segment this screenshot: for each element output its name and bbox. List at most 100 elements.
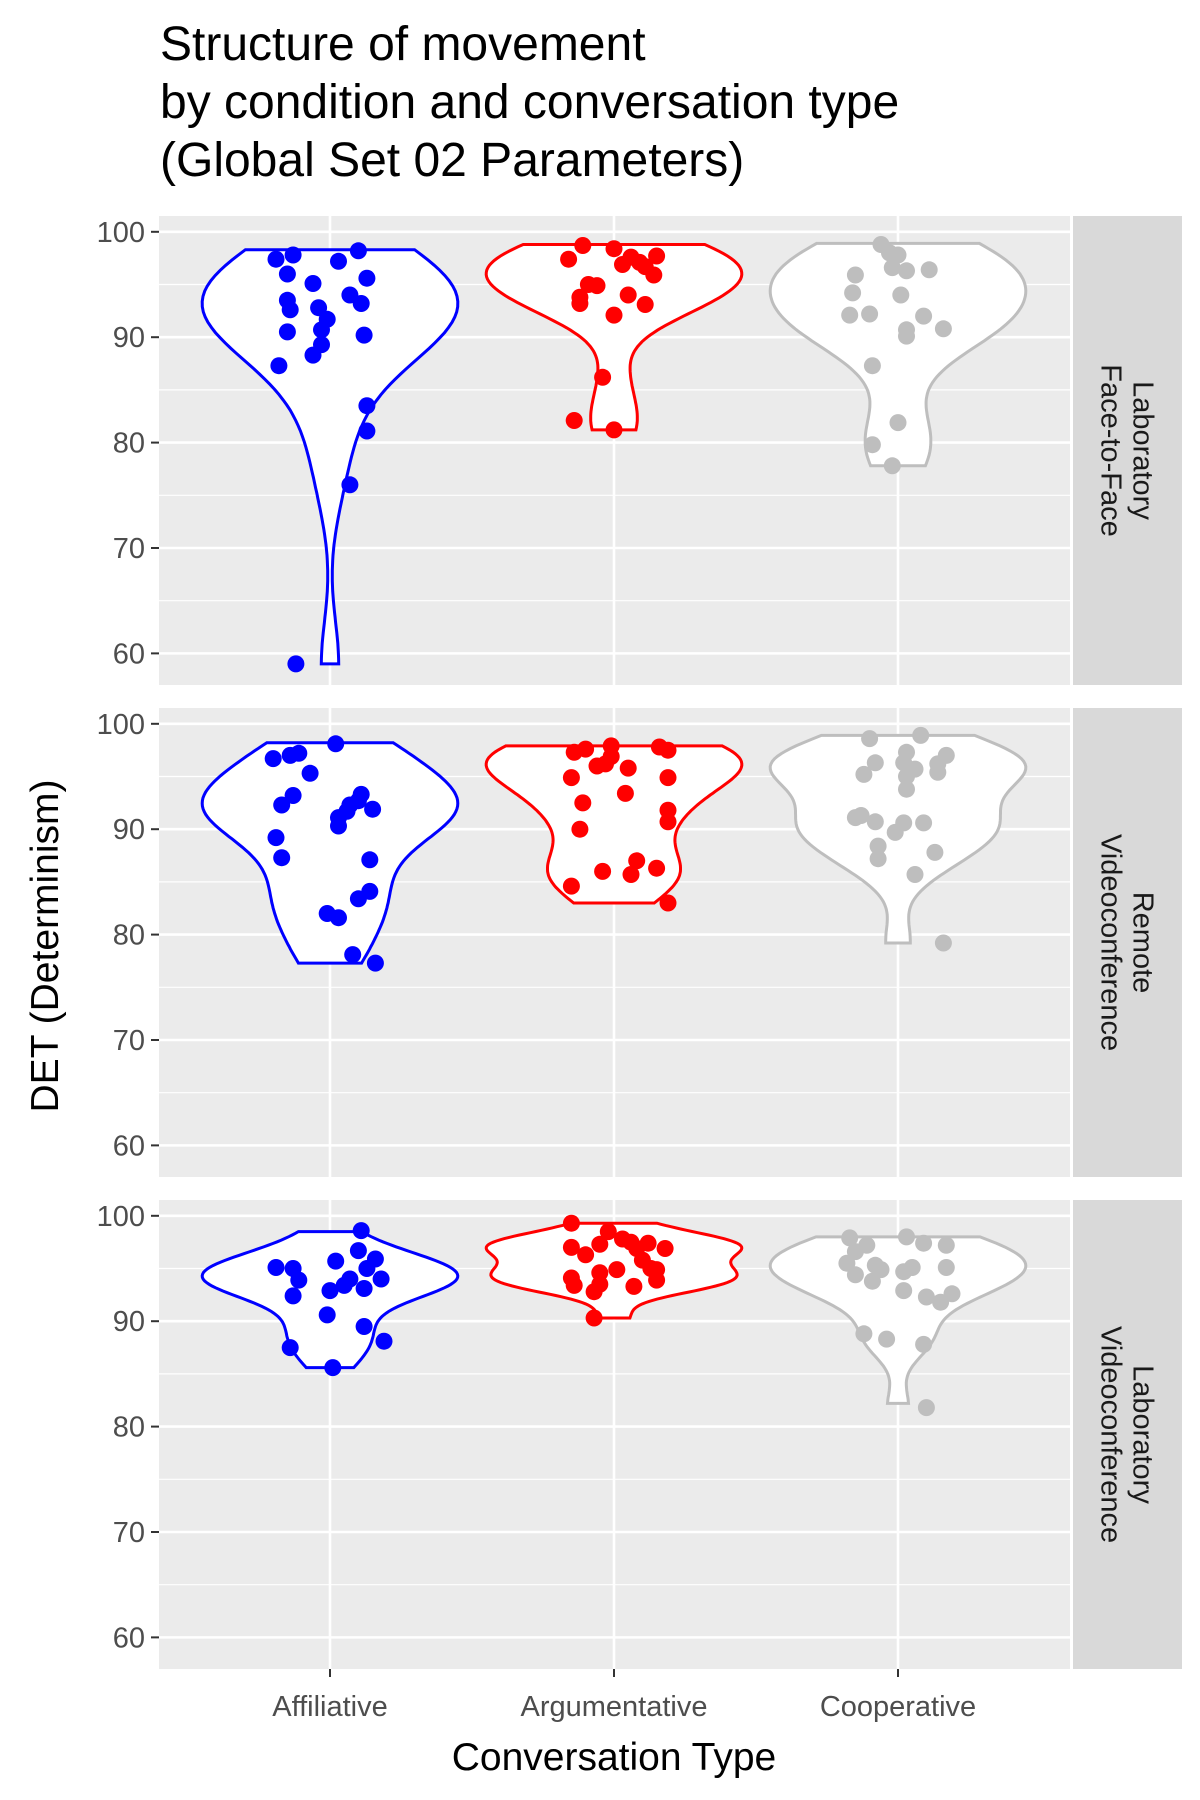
data-point [619,286,637,304]
data-point [934,320,952,338]
data-point [861,730,879,748]
data-point [659,894,677,912]
data-point [372,1270,390,1288]
data-point [878,1330,896,1348]
data-point [562,1238,580,1256]
data-point [645,266,663,284]
x-tick-label-argumentative: Argumentative [521,1691,708,1723]
data-point [866,813,884,831]
data-point [375,1332,393,1350]
data-point [625,1277,643,1295]
data-point [327,1252,345,1270]
data-point [310,299,328,317]
data-point [656,1240,674,1257]
violin-affiliative [200,1230,460,1370]
data-point [915,814,933,832]
data-point [330,817,347,835]
data-point [898,1228,915,1246]
y-tick-label: 80 [113,920,145,952]
y-tick-label: 60 [113,638,145,670]
data-point [605,421,623,439]
data-point [628,852,646,870]
data-point [659,813,677,831]
data-point [855,1325,873,1343]
facet-strip [1073,216,1182,685]
data-point [863,436,881,454]
data-point [304,275,322,292]
y-tick-label: 80 [113,1412,145,1444]
data-point [344,946,362,964]
data-point [903,1259,921,1276]
data-point [571,295,589,312]
data-point [278,323,296,341]
y-tick-label: 70 [113,533,145,565]
data-point [577,1246,595,1264]
data-point [917,1399,935,1417]
y-tick-label: 60 [113,1622,145,1654]
strip-label-line-2: Videoconference [1095,1326,1127,1543]
data-point [648,247,666,265]
violin-argumentative [484,243,744,432]
data-point [281,1339,299,1357]
data-point [341,476,359,494]
data-point [352,295,370,312]
data-point [330,252,347,270]
x-tick-label-affiliative: Affiliative [272,1691,388,1723]
data-point [898,780,915,798]
data-point [366,954,384,972]
x-axis-title: Conversation Type [452,1736,776,1779]
data-point [622,866,640,883]
data-point [889,414,907,432]
strip-label-line-1: Remote [1127,892,1159,994]
data-point [324,1359,342,1377]
data-point [648,859,666,877]
data-point [287,655,305,673]
facet-panel: 60 70 80 90 100 LaboratoryVideoconference [97,1200,1182,1669]
data-point [926,843,944,861]
data-point [349,890,367,908]
data-point [588,277,606,295]
data-point [264,750,282,768]
facet-panel: 60 70 80 90 100 LaboratoryFace-to-Face [97,216,1182,685]
y-tick-label: 70 [113,1517,145,1549]
data-point [565,1276,583,1294]
data-point [846,266,864,284]
data-point [943,1285,961,1303]
facet-strip-label: RemoteVideoconference [1095,834,1159,1051]
y-tick-label: 60 [113,1130,145,1162]
data-point [327,735,345,753]
facet-strip [1073,708,1182,1177]
y-tick-label: 90 [113,1306,145,1338]
data-point [349,1242,367,1260]
data-point [358,397,376,415]
data-point [912,726,930,744]
data-point [863,357,881,375]
data-point [335,1276,353,1294]
data-point [358,422,376,440]
data-point [349,242,367,260]
data-point [562,1214,580,1232]
data-point [355,1318,373,1335]
data-point [895,1282,913,1300]
data-point [915,1335,933,1353]
y-tick-label: 70 [113,1025,145,1057]
data-point [920,261,938,279]
data-point [574,794,592,812]
data-point [619,759,637,777]
y-tick-label: 100 [97,1201,145,1233]
violin-affiliative [200,248,460,666]
data-point [858,1236,876,1254]
chart-title: Structure of movement by condition and c… [160,18,899,187]
y-tick-label: 100 [97,709,145,741]
data-point [855,765,873,783]
facet-panels: 60708090100LaboratoryFace-to-Face6070809… [97,216,1182,1669]
data-point [267,1259,285,1276]
data-point [616,784,634,802]
data-point [937,1259,955,1276]
data-point [594,368,612,386]
data-point [355,1280,373,1297]
data-point [585,1309,603,1327]
data-point [934,934,952,952]
